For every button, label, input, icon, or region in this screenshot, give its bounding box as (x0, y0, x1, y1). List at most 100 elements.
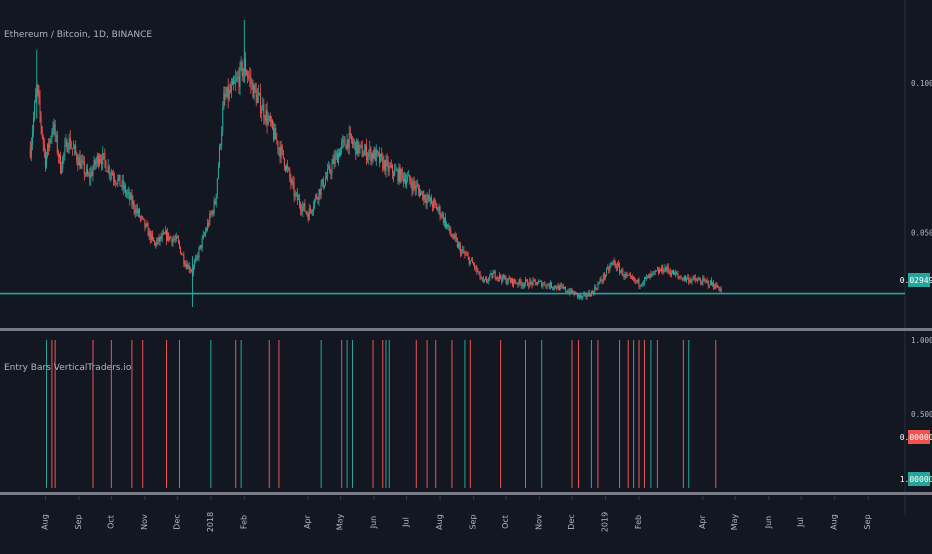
candle-body (411, 184, 413, 191)
candle-body (367, 156, 369, 161)
candle-body (643, 277, 645, 283)
candle-body (388, 166, 390, 171)
candle-body (33, 117, 35, 132)
candle-body (316, 195, 318, 199)
candle-body (120, 185, 122, 187)
candle-body (463, 249, 465, 254)
candle-body (460, 245, 462, 255)
candle-body (436, 205, 438, 211)
candle-body (30, 143, 32, 157)
candle-body (314, 199, 316, 207)
candle-body (91, 171, 93, 176)
candle-body (499, 274, 501, 279)
candle-body (340, 148, 342, 157)
candle-body (374, 149, 376, 161)
candle-body (537, 281, 539, 284)
candle-body (553, 287, 555, 289)
candle-body (357, 139, 359, 154)
candle-body (90, 171, 92, 179)
candle-body (196, 256, 198, 258)
candle-body (582, 295, 584, 299)
candle-body (37, 84, 39, 92)
candle-body (660, 269, 662, 272)
candle-body (29, 148, 31, 157)
candle-body (634, 277, 636, 282)
candle-body (334, 155, 336, 165)
candle-body (137, 209, 139, 214)
candle-body (594, 287, 596, 294)
candle-body (288, 168, 290, 170)
candle-body (210, 213, 212, 215)
candle-body (213, 201, 215, 214)
candle-body (455, 237, 457, 240)
candle-body (256, 95, 258, 104)
candle-body (513, 279, 515, 285)
candle-body (57, 152, 59, 158)
candle-body (301, 209, 303, 212)
candle-body (580, 295, 582, 298)
candle-body (438, 206, 440, 210)
candle-body (647, 275, 649, 277)
candle-body (144, 219, 146, 228)
candle-body (603, 274, 605, 278)
candle-body (635, 280, 637, 282)
time-axis-label: Aug (40, 514, 49, 530)
candle-body (231, 80, 233, 86)
candle-body (462, 249, 464, 251)
candle-body (218, 146, 220, 166)
candle-body (71, 147, 73, 149)
candle-body (650, 273, 652, 275)
candle-body (389, 166, 391, 168)
candle-body (600, 279, 602, 281)
candle-body (593, 291, 595, 294)
candle-body (555, 285, 557, 288)
candle-body (297, 198, 299, 201)
candle-body (559, 285, 561, 291)
candle-body (138, 209, 140, 218)
candle-body (408, 175, 410, 177)
candle-body (290, 177, 292, 184)
time-axis-label: Dec (172, 514, 181, 529)
candle-body (489, 274, 491, 278)
candle-body (406, 180, 408, 185)
candle-body (375, 150, 377, 161)
candle-body (193, 266, 195, 274)
candle-body (414, 185, 416, 190)
candle-body (128, 192, 130, 194)
candle-body (384, 160, 386, 172)
candle-body (585, 293, 587, 297)
candle-body (299, 198, 301, 205)
indicator-value-tag-down: 0.000000 (900, 430, 932, 444)
candle-body (161, 234, 163, 239)
candle-body (223, 93, 225, 109)
candle-body (705, 280, 707, 282)
candle-body (175, 236, 177, 240)
candle-body (421, 191, 423, 193)
candle-body (75, 145, 77, 154)
candle-body (186, 264, 188, 269)
candle-body (595, 287, 597, 289)
candle-body (592, 291, 594, 293)
candle-body (151, 233, 153, 238)
candle-body (122, 180, 124, 189)
candle-body (446, 224, 448, 227)
candle-body (395, 169, 397, 171)
candle-body (376, 150, 378, 153)
candle-body (412, 181, 414, 191)
candle-body (694, 277, 696, 280)
candle-body (234, 82, 236, 84)
candle-body (220, 145, 222, 147)
candle-body (208, 222, 210, 225)
candle-body (620, 271, 622, 273)
candle-body (409, 175, 411, 182)
candle-body (466, 254, 468, 256)
candle-body (216, 178, 218, 195)
candle-body (527, 280, 529, 286)
candle-body (669, 271, 671, 275)
candle-body (159, 236, 161, 242)
candle-body (260, 93, 262, 114)
time-axis-label: Apr (303, 514, 312, 529)
candle-body (150, 233, 152, 241)
